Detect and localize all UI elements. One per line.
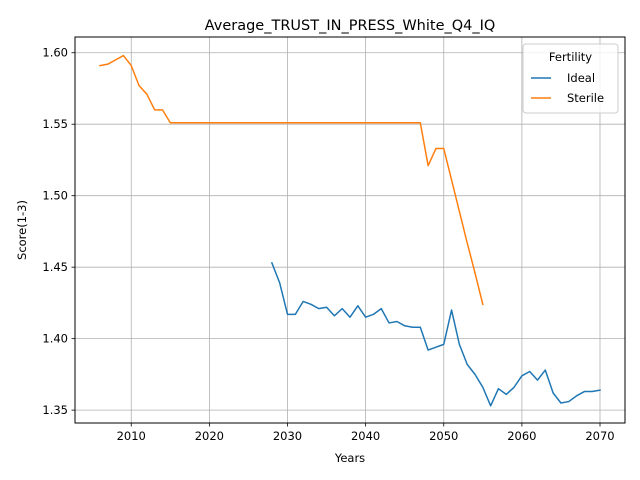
x-tick-label: 2030: [273, 429, 302, 443]
series-line-ideal: [270, 261, 601, 407]
y-tick-label: 1.40: [42, 332, 68, 346]
x-axis-label: Years: [334, 451, 365, 465]
y-tick-label: 1.60: [42, 46, 68, 60]
y-tick-label: 1.50: [42, 189, 68, 203]
legend: Fertility Ideal Sterile: [522, 43, 619, 114]
x-tick-label: 2060: [507, 429, 536, 443]
y-tick-label: 1.45: [42, 260, 68, 274]
axis-ticks: 2010 2020 2030 2040 2050 2060 2070 1.35 1.40 1.45…: [42, 46, 614, 443]
chart-title: Average_TRUST_IN_PRESS_White_Q4_IQ: [205, 18, 496, 34]
y-tick-label: 1.55: [42, 117, 68, 131]
x-tick-label: 2010: [117, 429, 146, 443]
y-axis-label: Score(1-3): [15, 200, 29, 260]
y-tick-label: 1.35: [42, 403, 68, 417]
series-lines: [99, 54, 601, 407]
gridlines: [75, 37, 625, 423]
x-tick-label: 2040: [351, 429, 380, 443]
plot-frame: [74, 36, 626, 424]
legend-title: Fertility: [549, 50, 592, 64]
legend-box: [522, 43, 619, 114]
series-line-sterile: [99, 54, 484, 306]
legend-label-sterile: Sterile: [567, 91, 604, 105]
x-tick-label: 2020: [195, 429, 224, 443]
legend-label-ideal: Ideal: [567, 71, 595, 85]
x-tick-label: 2050: [429, 429, 458, 443]
x-tick-label: 2070: [585, 429, 614, 443]
